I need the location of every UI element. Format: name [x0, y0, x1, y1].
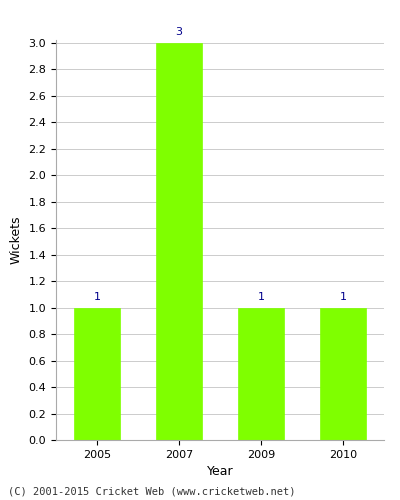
Y-axis label: Wickets: Wickets: [10, 216, 23, 264]
Text: 1: 1: [340, 292, 346, 302]
Bar: [74, 308, 120, 440]
Bar: [238, 308, 284, 440]
Text: 3: 3: [176, 28, 182, 38]
Text: 1: 1: [94, 292, 100, 302]
Bar: [320, 308, 366, 440]
Text: (C) 2001-2015 Cricket Web (www.cricketweb.net): (C) 2001-2015 Cricket Web (www.cricketwe…: [8, 486, 296, 496]
X-axis label: Year: Year: [207, 466, 233, 478]
Bar: [156, 42, 202, 440]
Text: 1: 1: [258, 292, 264, 302]
